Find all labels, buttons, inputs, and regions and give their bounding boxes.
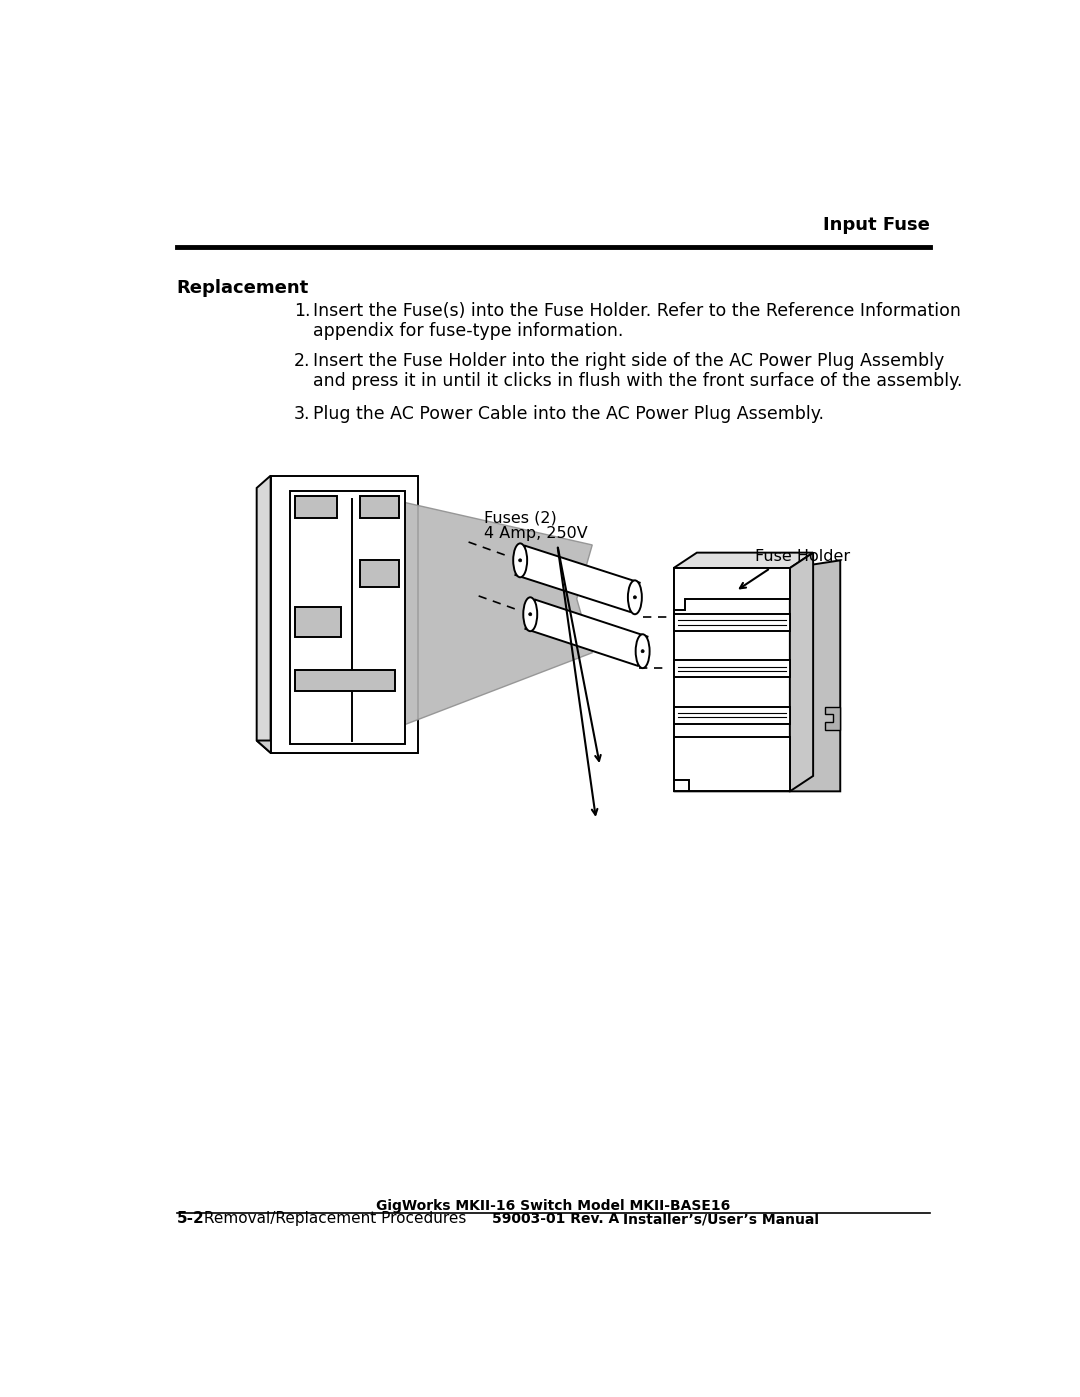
Ellipse shape (636, 634, 649, 668)
Bar (295, 606, 341, 637)
Polygon shape (271, 475, 418, 753)
Polygon shape (674, 569, 789, 791)
Polygon shape (674, 738, 789, 791)
Polygon shape (525, 599, 648, 666)
Polygon shape (257, 740, 418, 753)
Text: 1.: 1. (294, 302, 310, 320)
Text: 4 Amp, 250V: 4 Amp, 250V (484, 527, 588, 541)
Text: 3.: 3. (294, 405, 310, 423)
Polygon shape (674, 661, 789, 678)
Ellipse shape (518, 559, 522, 562)
Polygon shape (515, 546, 639, 612)
Bar (295, 669, 395, 692)
Text: Insert the Fuse(s) into the Fuse Holder. Refer to the Reference Information: Insert the Fuse(s) into the Fuse Holder.… (313, 302, 961, 320)
Text: 5-2: 5-2 (177, 1211, 204, 1225)
Text: Fuse Holder: Fuse Holder (755, 549, 850, 564)
Polygon shape (674, 615, 789, 631)
Text: GigWorks MKII-16 Switch Model MKII-BASE16: GigWorks MKII-16 Switch Model MKII-BASE1… (376, 1199, 731, 1213)
Text: Insert the Fuse Holder into the right side of the AC Power Plug Assembly: Insert the Fuse Holder into the right si… (313, 352, 945, 370)
Text: Plug the AC Power Cable into the AC Power Plug Assembly.: Plug the AC Power Cable into the AC Powe… (313, 405, 824, 423)
Text: Replacement: Replacement (177, 278, 309, 296)
Polygon shape (372, 495, 592, 738)
Ellipse shape (513, 543, 527, 577)
Polygon shape (789, 560, 840, 791)
Polygon shape (257, 475, 271, 753)
Text: Removal/Replacement Procedures: Removal/Replacement Procedures (199, 1211, 465, 1225)
Ellipse shape (524, 598, 537, 631)
Text: and press it in until it clicks in flush with the front surface of the assembly.: and press it in until it clicks in flush… (313, 373, 962, 390)
Ellipse shape (627, 580, 642, 615)
Polygon shape (674, 569, 789, 610)
Text: 59003-01 Rev. A: 59003-01 Rev. A (491, 1213, 619, 1227)
Polygon shape (291, 490, 405, 743)
Bar (295, 496, 337, 518)
Polygon shape (674, 707, 789, 724)
Bar (360, 496, 399, 518)
Ellipse shape (633, 595, 636, 599)
Ellipse shape (642, 650, 644, 652)
Polygon shape (789, 553, 813, 791)
Text: Installer’s/User’s Manual: Installer’s/User’s Manual (623, 1213, 820, 1227)
Text: Input Fuse: Input Fuse (823, 217, 930, 233)
Text: appendix for fuse-type information.: appendix for fuse-type information. (313, 323, 623, 341)
Bar (360, 560, 399, 587)
Polygon shape (825, 707, 840, 729)
Text: Fuses (2): Fuses (2) (484, 511, 556, 525)
Polygon shape (674, 553, 813, 569)
Polygon shape (674, 775, 813, 791)
Text: 2.: 2. (294, 352, 310, 370)
Ellipse shape (529, 613, 531, 616)
